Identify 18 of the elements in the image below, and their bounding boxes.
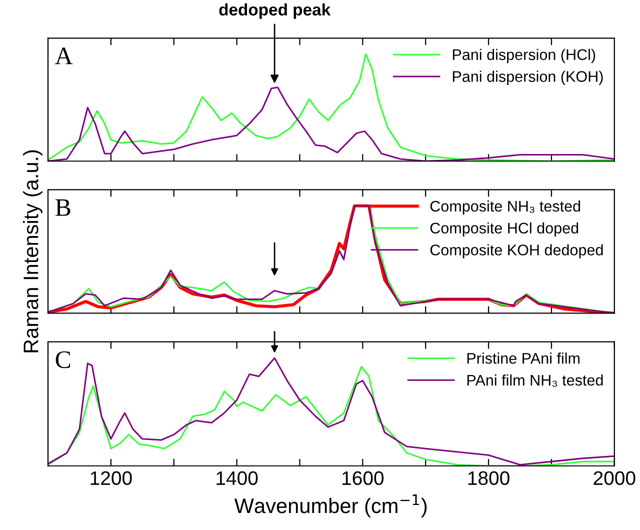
legend-label: Composite KOH dedoped: [430, 244, 603, 258]
chart-title: B: [56, 199, 70, 216]
annotation: dedoped peak: [219, 3, 331, 19]
chart-title: C: [56, 351, 70, 368]
x-tick-label: 2000: [594, 471, 636, 486]
legend-label: Composite NH₃ tested: [430, 200, 580, 215]
legend-label: Pani dispersion (KOH): [452, 70, 603, 85]
legend-label: Composite HCl doped: [430, 222, 578, 237]
x-tick-label: 1400: [216, 471, 258, 486]
x-tick-label: 1200: [90, 471, 132, 486]
legend-label: Pristine PAni film: [467, 352, 580, 364]
x-axis-title: Wavenumber (cm$^{−1}$): [234, 494, 427, 518]
x-tick-label: 1600: [342, 471, 384, 486]
legend-label: Pani dispersion (HCl): [452, 48, 596, 64]
x-tick-label: 1800: [468, 471, 510, 486]
y-axis-title: Raman Intensity (a.u.): [23, 150, 42, 352]
legend-label: PAni film NH₃ tested: [467, 374, 603, 387]
chart-title: A: [55, 48, 73, 64]
